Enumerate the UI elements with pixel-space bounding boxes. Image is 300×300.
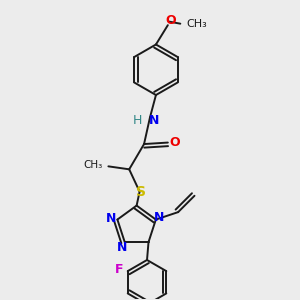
Text: O: O [169, 136, 180, 149]
Text: H: H [133, 114, 142, 127]
Text: F: F [115, 263, 123, 276]
Text: N: N [154, 211, 165, 224]
Text: N: N [106, 212, 116, 225]
Text: CH₃: CH₃ [84, 160, 103, 170]
Text: N: N [148, 114, 159, 127]
Text: O: O [165, 14, 175, 27]
Text: S: S [136, 184, 146, 199]
Text: N: N [117, 241, 127, 254]
Text: CH₃: CH₃ [187, 19, 208, 29]
